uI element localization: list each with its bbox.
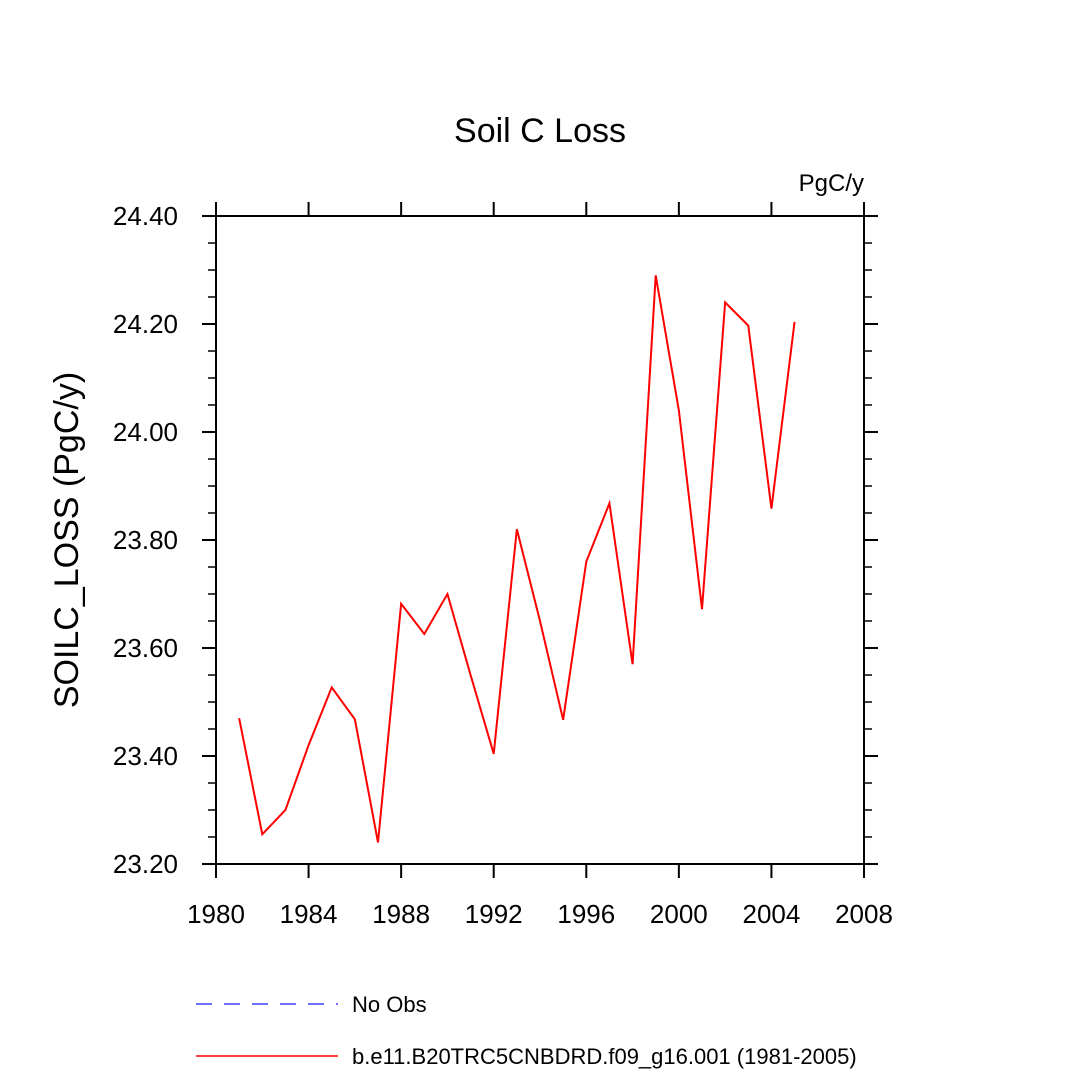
y-axis-ticks: 23.20 23.40 23.60 23.80 24.00 24.20 24.40	[113, 201, 878, 879]
series-layer	[238, 275, 796, 843]
x-tick-label: 1984	[280, 899, 338, 929]
plot-frame	[215, 215, 865, 865]
x-tick-label: 1988	[372, 899, 430, 929]
minor-ticks	[208, 242, 872, 838]
y-tick-label: 24.40	[113, 201, 178, 231]
legend-label: No Obs	[352, 992, 427, 1017]
y-axis-label: SOILC_LOSS (PgC/y)	[48, 372, 86, 708]
y-tick-label: 24.20	[113, 309, 178, 339]
chart-title: Soil C Loss	[454, 112, 626, 150]
x-axis-ticks: 1980 1984 1988 1992 1996 2000 2004 2008	[187, 202, 893, 929]
x-tick-label: 2004	[743, 899, 801, 929]
y-tick-label: 23.20	[113, 849, 178, 879]
y-tick-label: 23.40	[113, 741, 178, 771]
x-tick-label: 1980	[187, 899, 245, 929]
legend: No Obs b.e11.B20TRC5CNBDRD.f09_g16.001 (1…	[196, 992, 857, 1069]
y-tick-label: 23.80	[113, 525, 178, 555]
y-tick-label: 24.00	[113, 417, 178, 447]
x-tick-label: 1996	[557, 899, 615, 929]
x-tick-label: 1992	[465, 899, 523, 929]
legend-label: b.e11.B20TRC5CNBDRD.f09_g16.001 (1981-20…	[352, 1044, 857, 1069]
x-tick-label: 2000	[650, 899, 708, 929]
series-line-1	[238, 275, 796, 843]
x-tick-label: 2008	[835, 899, 893, 929]
y-tick-label: 23.60	[113, 633, 178, 663]
units-label: PgC/y	[799, 170, 864, 197]
